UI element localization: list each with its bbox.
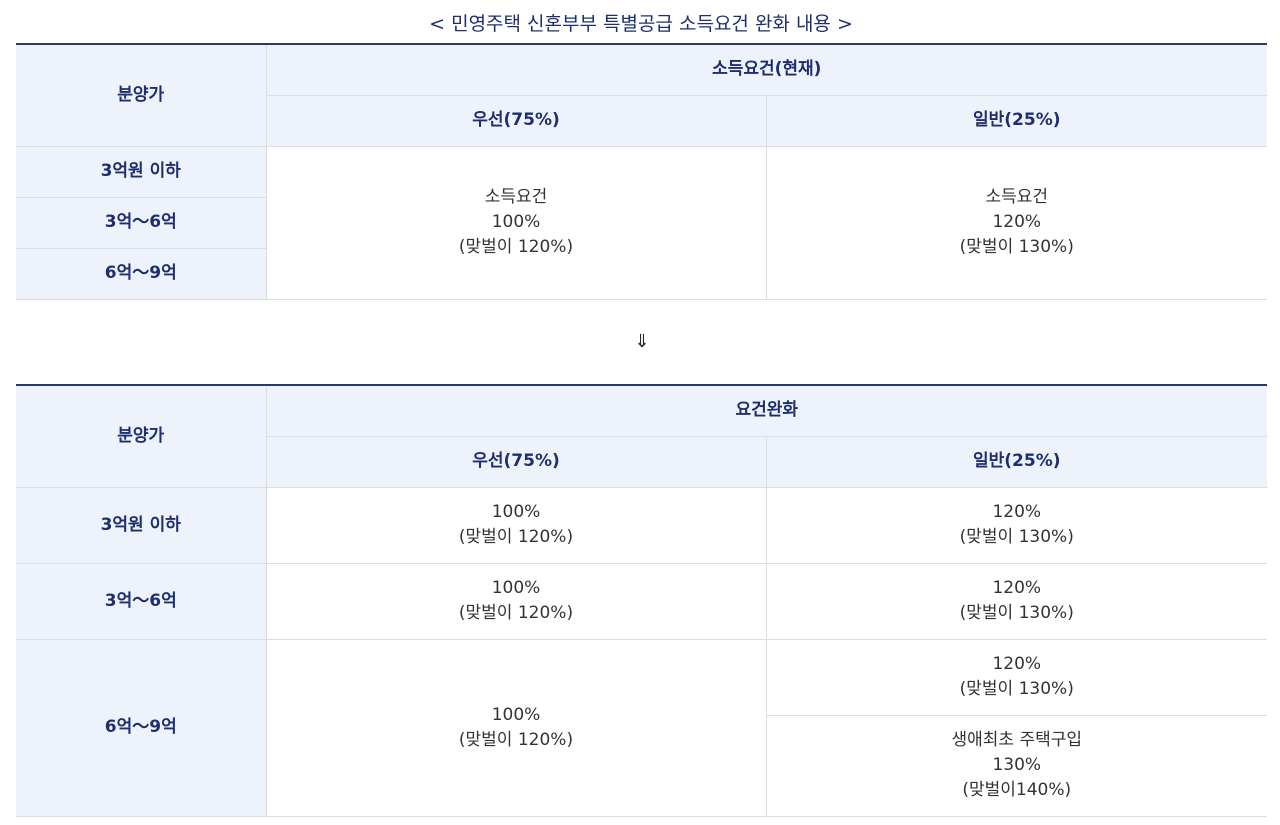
priority-value-cell: 100% (맞벌이 120%) [265,562,767,640]
price-row-label: 3억～6억 [16,196,266,249]
priority-requirement-cell: 소득요건 100% (맞벌이 120%) [265,145,767,300]
general-header: 일반(25%) [765,94,1268,147]
priority-value-cell: 100% (맞벌이 120%) [265,638,767,817]
cell-line: 120% [992,654,1042,674]
group-header: 요건완화 [265,384,1267,437]
relaxed-income-table: 분양가 요건완화 우선(75%) 일반(25%) 3억원 이하 100% (맞벌… [16,384,1267,817]
cell-line: 120% [992,578,1042,598]
cell-line: 소득요건 [484,187,548,207]
cell-line: 100% [491,704,541,725]
cell-line: (맞벌이 130%) [959,679,1074,699]
general-header: 일반(25%) [765,435,1267,488]
price-header: 분양가 [16,43,267,147]
cell-line: (맞벌이 120%) [458,527,574,547]
cell-line: 100% [491,502,541,522]
price-row-label: 3억～6억 [16,562,267,640]
price-header: 분양가 [16,384,267,488]
cell-line: (맞벌이140%) [962,780,1072,800]
down-arrow-icon: ⇓ [634,331,650,352]
general-value-cell: 120% (맞벌이 130%) [765,486,1267,564]
price-row-label: 3억원 이하 [16,145,267,198]
cell-line: (맞벌이 130%) [959,603,1074,623]
cell-line: 120% [992,212,1042,232]
cell-line: (맞벌이 130%) [959,237,1074,257]
cell-line: (맞벌이 120%) [458,603,574,623]
general-requirement-cell: 소득요건 120% (맞벌이 130%) [765,145,1268,300]
current-income-table: 분양가 소득요건(현재) 우선(75%) 일반(25%) 3억원 이하 소득요건… [16,43,1268,300]
page-title: < 민영주택 신혼부부 특별공급 소득요건 완화 내용 > [429,13,853,35]
cell-line: 생애최초 주택구입 [951,730,1083,750]
general-value-cell: 120% (맞벌이 130%) [765,638,1267,716]
price-row-label: 3억원 이하 [16,486,267,564]
cell-line: 130% [992,755,1042,775]
cell-line: (맞벌이 120%) [458,237,574,257]
cell-line: (맞벌이 130%) [959,527,1074,547]
group-header: 소득요건(현재) [265,43,1268,96]
cell-line: 100% [491,212,541,232]
price-row-label: 6억～9억 [16,638,267,817]
priority-value-cell: 100% (맞벌이 120%) [265,486,767,564]
first-home-value-cell: 생애최초 주택구입 130% (맞벌이140%) [766,714,1267,817]
cell-line: 100% [491,578,541,598]
priority-header: 우선(75%) [266,435,767,488]
general-value-cell: 120% (맞벌이 130%) [765,562,1267,640]
price-row-label: 6억～9억 [16,247,266,300]
priority-header: 우선(75%) [266,94,767,147]
cell-line: 120% [992,502,1042,522]
cell-line: 소득요건 [985,187,1049,207]
cell-line: (맞벌이 120%) [458,729,574,750]
